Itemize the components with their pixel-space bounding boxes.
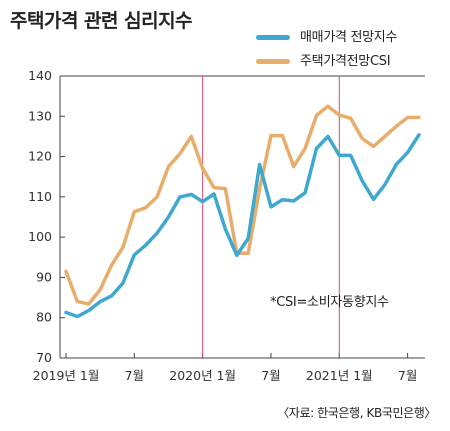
x-tick-label: 7월 — [398, 368, 417, 383]
series-line-housing-price-csi — [64, 104, 421, 306]
chart-note: *CSI=소비자동향지수 — [270, 295, 389, 310]
x-tick-label: 2020년 1월 — [169, 368, 236, 383]
y-tick-label: 70 — [36, 350, 52, 365]
chart-title: 주택가격 관련 심리지수 — [10, 10, 193, 32]
y-tick-label: 130 — [28, 108, 52, 123]
x-tick-label: 7월 — [261, 368, 280, 383]
x-tick-label: 2019년 1월 — [33, 368, 100, 383]
y-tick-label: 120 — [28, 149, 52, 164]
legend-swatch-orange — [256, 59, 290, 64]
chart-source: 〈자료: 한국은행, KB국민은행〉 — [277, 406, 436, 420]
y-tick-label: 90 — [36, 269, 52, 284]
x-tick-label: 2021년 1월 — [306, 368, 373, 383]
series-line-sales-price-outlook — [64, 133, 421, 319]
legend-label: 주택가격전망CSI — [300, 54, 391, 69]
y-tick-label: 140 — [28, 68, 52, 83]
y-tick-label: 80 — [36, 310, 52, 325]
legend-item-sales-price-outlook: 매매가격 전망지수 — [256, 26, 397, 45]
y-tick-label: 110 — [28, 189, 52, 204]
x-tick-label: 7월 — [125, 368, 144, 383]
legend-item-housing-price-csi: 주택가격전망CSI — [256, 50, 391, 69]
legend-swatch-blue — [256, 35, 290, 40]
y-tick-label: 100 — [28, 229, 52, 244]
legend-label: 매매가격 전망지수 — [300, 30, 398, 45]
